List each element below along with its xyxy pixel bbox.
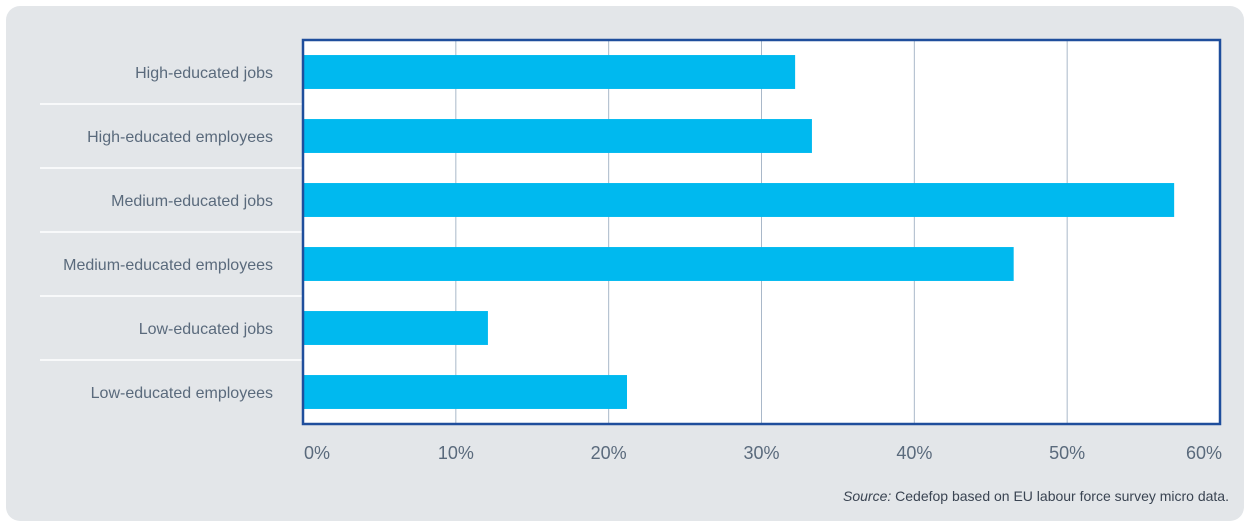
category-label: High-educated jobs (135, 65, 273, 82)
category-label: High-educated employees (87, 129, 273, 146)
category-labels: High-educated jobs High-educated employee… (63, 65, 273, 402)
category-label: Low-educated employees (91, 385, 273, 402)
bar (303, 119, 812, 153)
source-text: Cedefop based on EU labour force survey … (895, 488, 1229, 504)
bars (303, 55, 1175, 409)
bar (303, 183, 1175, 217)
category-label: Medium-educated employees (63, 257, 273, 274)
category-separators (40, 103, 303, 361)
grid-lines (455, 40, 1068, 424)
x-tick-label: 50% (1049, 443, 1085, 463)
x-tick-label: 30% (743, 443, 779, 463)
x-tick-label: 40% (896, 443, 932, 463)
x-tick-labels: 0% 10% 20% 30% 40% 50% 60% (304, 443, 1222, 463)
bar (303, 55, 796, 89)
bar (303, 375, 628, 409)
x-tick-label: 60% (1186, 443, 1222, 463)
category-label: Low-educated jobs (139, 321, 273, 338)
source-note: Source: Cedefop based on EU labour force… (843, 488, 1229, 504)
x-tick-label: 0% (304, 443, 330, 463)
source-prefix: Source: (843, 488, 892, 504)
x-tick-label: 10% (438, 443, 474, 463)
bar (303, 311, 488, 345)
category-label: Medium-educated jobs (111, 193, 273, 210)
plot-frame (301, 38, 1222, 426)
bar (303, 247, 1014, 281)
x-tick-label: 20% (591, 443, 627, 463)
